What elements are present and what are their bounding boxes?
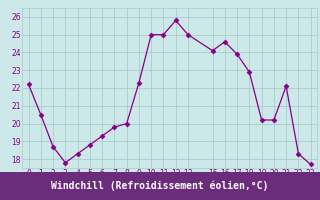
Text: Windchill (Refroidissement éolien,°C): Windchill (Refroidissement éolien,°C) [51, 181, 269, 191]
